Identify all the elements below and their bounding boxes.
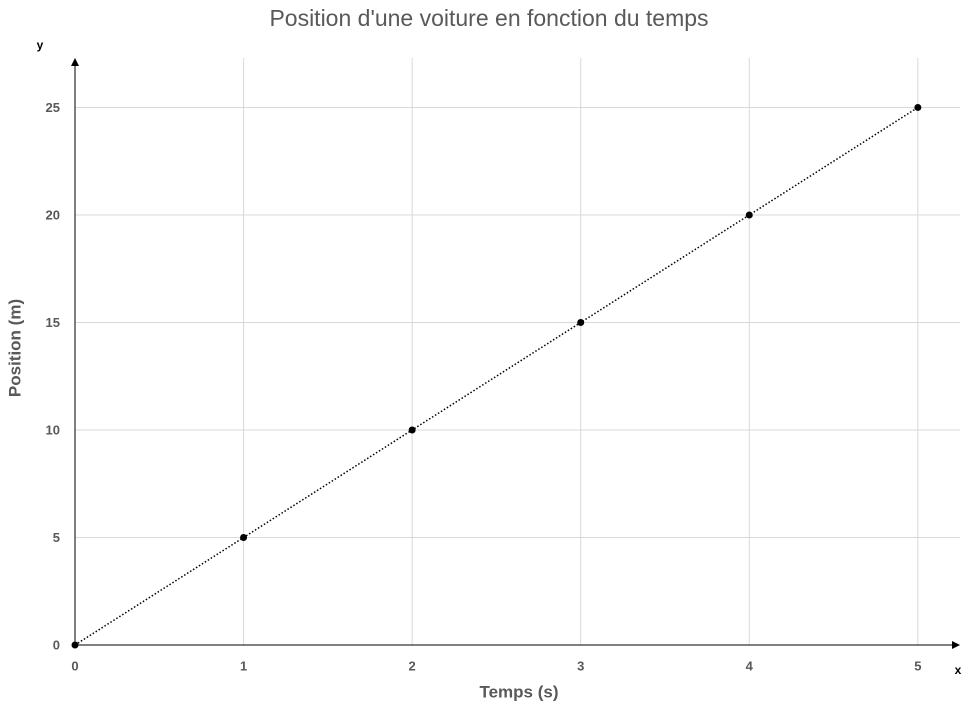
y-tick-label: 20 (46, 207, 60, 222)
x-tick-label: 4 (746, 658, 754, 673)
data-point (745, 211, 753, 219)
data-point (577, 318, 585, 326)
y-axis-arrow (71, 58, 79, 66)
y-tick-label: 5 (53, 530, 60, 545)
x-tick-label: 3 (577, 658, 584, 673)
x-tick-label: 0 (71, 658, 78, 673)
x-axis-arrow (952, 641, 960, 649)
data-point (240, 533, 248, 541)
y-axis-name: y (37, 38, 44, 52)
chart-title: Position d'une voiture en fonction du te… (269, 5, 708, 31)
x-axis-name: x (955, 663, 962, 677)
y-tick-label: 15 (46, 315, 60, 330)
y-tick-label: 10 (46, 422, 60, 437)
data-point (71, 641, 79, 649)
x-tick-label: 1 (240, 658, 247, 673)
x-tick-label: 5 (914, 658, 921, 673)
x-axis-label: Temps (s) (479, 682, 558, 701)
data-point (914, 103, 922, 111)
y-axis-label: Position (m) (5, 299, 24, 397)
trend-line (74, 106, 919, 646)
y-tick-label: 25 (46, 100, 60, 115)
x-tick-label: 2 (409, 658, 416, 673)
y-tick-label: 0 (53, 637, 60, 652)
data-point (408, 426, 416, 434)
